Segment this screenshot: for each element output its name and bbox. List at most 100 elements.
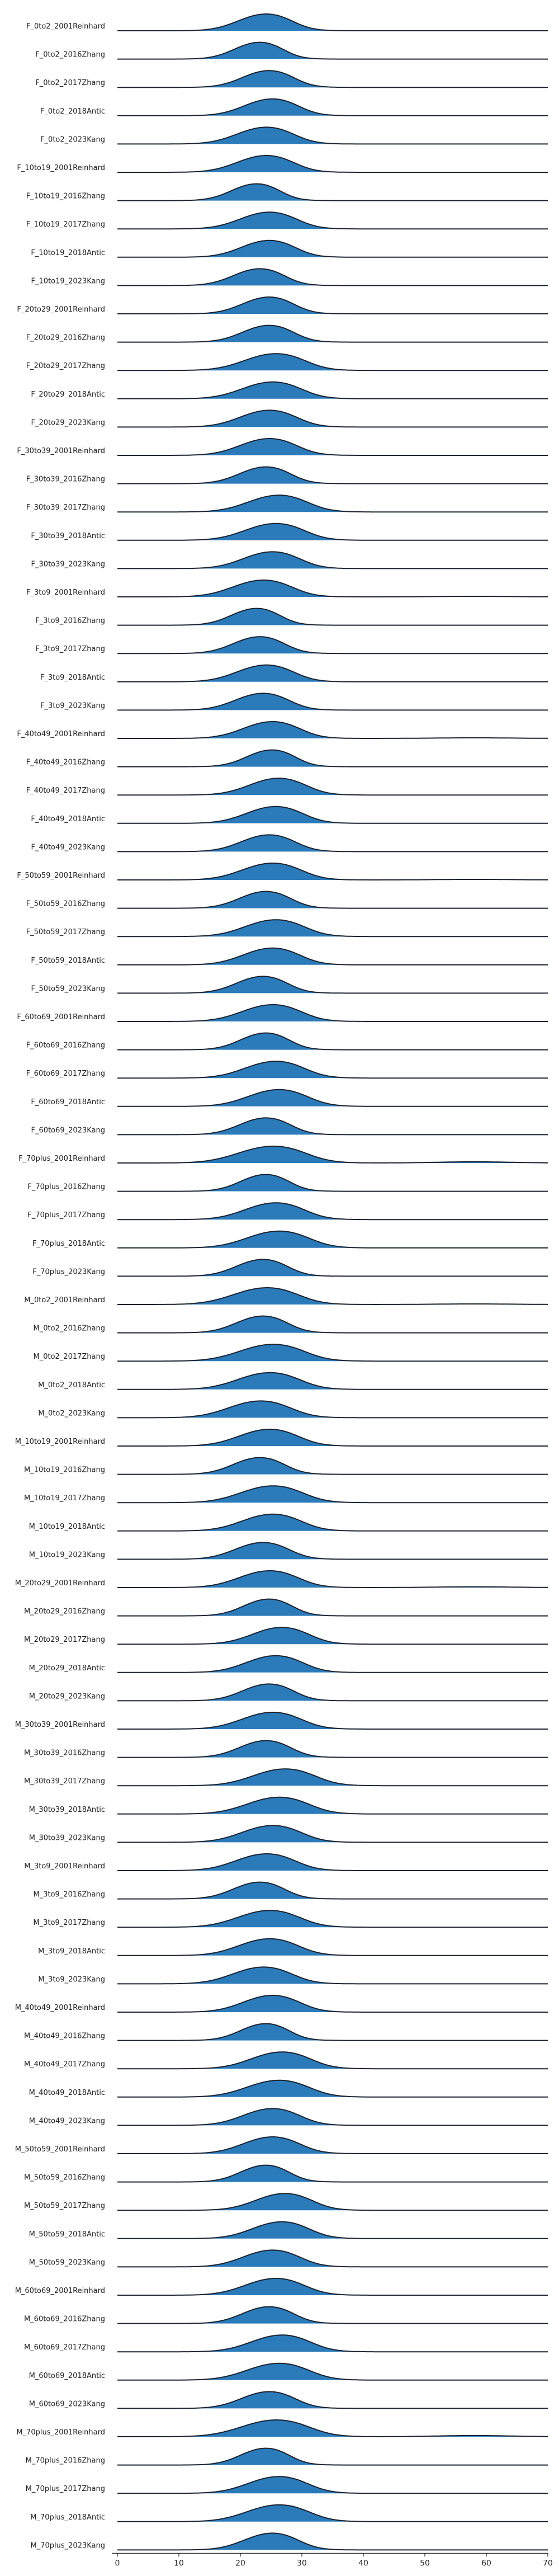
ridge-row: F_70plus_2018Antic [32,1230,548,1249]
ridge-area [117,1005,548,1021]
ridge-row: M_30to39_2023Kang [29,1825,548,1843]
ridge-area [117,2420,548,2437]
ridge-area [117,920,548,937]
ridge-area [117,14,548,31]
ridge-area [117,1203,548,1220]
ridge-area [117,1316,548,1333]
ridge-area [117,297,548,314]
ridge-label: F_20to29_2023Kang [31,418,105,427]
ridge-label: M_40to49_2001Reinhard [15,2004,105,2012]
ridge-area [117,1401,548,1418]
ridge-area [117,1372,548,1390]
ridge-row: M_3to9_2018Antic [38,1938,548,1956]
ridge-label: M_10to19_2018Antic [29,1523,105,1531]
ridge-area [117,637,548,654]
ridge-label: F_3to9_2023Kang [40,701,105,710]
ridge-row: F_20to29_2023Kang [31,409,548,428]
ridge-row: M_30to39_2016Zhang [24,1740,548,1758]
ridge-row: F_40to49_2017Zhang [26,778,548,796]
ridge-row: F_60to69_2001Reinhard [17,1004,548,1022]
ridge-area [117,523,548,540]
ridge-label: M_70plus_2023Kang [31,2541,105,2550]
ridge-label: F_40to49_2001Reinhard [17,730,105,738]
ridge-area [117,98,548,116]
ridge-label: M_60to69_2001Reinhard [15,2287,105,2295]
ridge-label: M_3to9_2023Kang [38,1975,105,1984]
ridge-row: F_20to29_2001Reinhard [17,296,548,314]
ridge-outline [117,2334,548,2353]
ridge-label: M_60to69_2016Zhang [24,2315,105,2324]
ridge-row: F_30to39_2018Antic [31,522,548,541]
ridge-label: F_50to59_2018Antic [31,957,105,965]
ridge-area [117,269,548,286]
ridge-label: M_30to39_2001Reinhard [15,1721,105,1729]
ridge-label: M_10to19_2017Zhang [24,1494,105,1503]
ridge-outline [117,1683,548,1702]
ridge-outline [117,353,548,371]
ridge-outline [117,41,548,60]
ridge-outline [117,806,548,824]
ridge-row: F_10to19_2018Antic [31,239,548,258]
ridge-row: M_60to69_2023Kang [29,2391,548,2409]
ridge-label: M_0to2_2001Reinhard [24,1296,105,1305]
ridge-row: M_20to29_2001Reinhard [15,1570,548,1588]
ridge-row: F_0to2_2023Kang [40,126,548,145]
ridge-area [117,693,548,710]
ridge-label: F_0to2_2017Zhang [35,79,105,87]
ridge-area [117,1712,548,1729]
ridge-label: M_3to9_2017Zhang [34,1919,106,1927]
ridge-label: M_40to49_2023Kang [29,2117,105,2125]
ridge-area [117,580,548,597]
ridge-label: M_10to19_2001Reinhard [15,1438,105,1446]
ridge-area [117,722,548,738]
ridge-area [117,948,548,965]
ridge-area [117,2533,548,2550]
ridge-label: M_50to59_2023Kang [29,2258,105,2267]
x-tick-label: 60 [481,2559,491,2568]
ridge-area [117,891,548,908]
ridge-row: M_0to2_2017Zhang [34,1344,548,1362]
ridge-outline [117,1032,548,1051]
ridge-row: M_3to9_2017Zhang [34,1910,548,1928]
ridge-row: F_3to9_2023Kang [40,693,548,711]
ridge-label: M_10to19_2023Kang [29,1551,105,1559]
ridge-area [117,1882,548,1899]
ridge-label: F_30to39_2016Zhang [26,475,105,484]
ridge-outline [117,721,548,739]
ridge-row: F_0to2_2018Antic [40,98,548,116]
ridge-label: M_10to19_2016Zhang [24,1466,105,1475]
ridge-outline [117,580,548,597]
ridge-area [117,240,548,257]
ridge-outline [117,2023,548,2041]
ridge-label: F_60to69_2017Zhang [26,1070,105,1078]
ridge-outline [117,1259,548,1277]
ridge-outline [117,2419,548,2437]
ridge-row: M_40to49_2001Reinhard [15,1995,548,2013]
ridge-label: F_40to49_2016Zhang [26,759,105,767]
ridge-label: F_20to29_2018Antic [31,390,105,399]
ridge-label: M_30to39_2017Zhang [24,1777,105,1786]
ridge-label: F_40to49_2018Antic [31,815,105,823]
ridge-row: M_20to29_2016Zhang [24,1598,548,1617]
ridge-area [117,2023,548,2041]
ridge-outline [117,2164,548,2183]
ridge-label: F_40to49_2017Zhang [26,787,105,795]
ridge-area [117,750,548,767]
ridge-label: M_70plus_2018Antic [30,2513,105,2522]
ridge-row: F_30to39_2016Zhang [26,466,548,484]
ridge-area [117,1627,548,1645]
ridge-area [117,1174,548,1192]
ridge-outline [117,1542,548,1560]
ridge-outline [117,211,548,230]
ridge-outline [117,1457,548,1475]
ridge-label: F_30to39_2017Zhang [26,503,105,512]
ridge-label: M_50to59_2001Reinhard [15,2145,105,2154]
ridge-outline [117,778,548,796]
ridge-area [117,1457,548,1475]
ridge-outline [117,268,548,286]
ridge-row: M_30to39_2017Zhang [24,1768,548,1787]
x-tick-label: 30 [297,2559,307,2568]
ridge-area [117,495,548,512]
ridge-label: M_50to59_2018Antic [29,2230,105,2239]
